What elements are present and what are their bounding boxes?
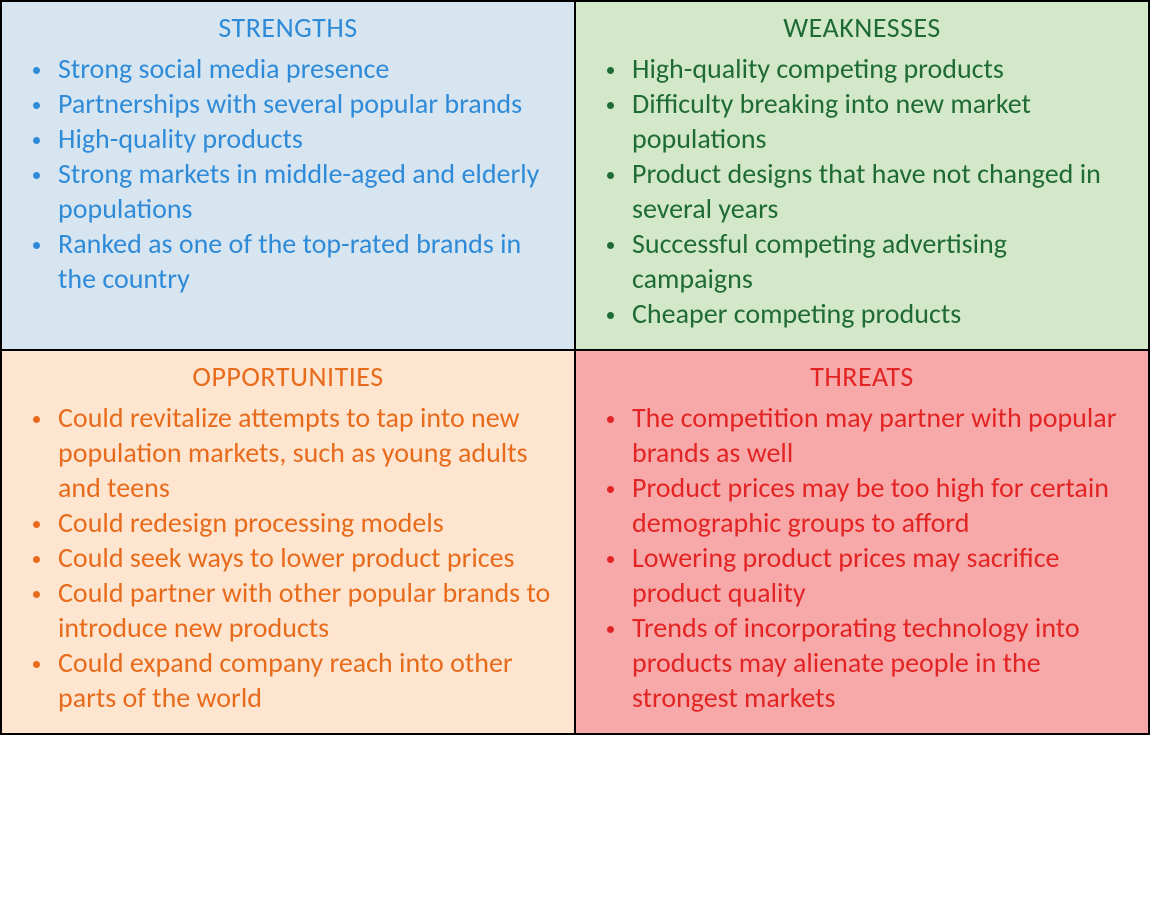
list-item: High-quality products [54, 121, 556, 156]
list-item: Product prices may be too high for certa… [628, 470, 1130, 540]
list-item: Product designs that have not changed in… [628, 156, 1130, 226]
list-item: Could redesign processing models [54, 505, 556, 540]
quadrant-title-weaknesses: WEAKNESSES [594, 10, 1130, 45]
quadrant-threats: THREATS The competition may partner with… [575, 350, 1149, 734]
list-item: Could revitalize attempts to tap into ne… [54, 400, 556, 505]
quadrant-list-opportunities: Could revitalize attempts to tap into ne… [20, 400, 556, 715]
list-item: Trends of incorporating technology into … [628, 610, 1130, 715]
list-item: Could partner with other popular brands … [54, 575, 556, 645]
quadrant-list-threats: The competition may partner with popular… [594, 400, 1130, 715]
quadrant-strengths: STRENGTHS Strong social media presence P… [1, 1, 575, 350]
swot-grid: STRENGTHS Strong social media presence P… [0, 0, 1150, 735]
quadrant-list-strengths: Strong social media presence Partnership… [20, 51, 556, 296]
quadrant-title-strengths: STRENGTHS [20, 10, 556, 45]
list-item: Ranked as one of the top-rated brands in… [54, 226, 556, 296]
list-item: Difficulty breaking into new market popu… [628, 86, 1130, 156]
quadrant-weaknesses: WEAKNESSES High-quality competing produc… [575, 1, 1149, 350]
quadrant-title-threats: THREATS [594, 359, 1130, 394]
quadrant-opportunities: OPPORTUNITIES Could revitalize attempts … [1, 350, 575, 734]
list-item: High-quality competing products [628, 51, 1130, 86]
list-item: Cheaper competing products [628, 296, 1130, 331]
list-item: Successful competing advertising campaig… [628, 226, 1130, 296]
list-item: Strong markets in middle-aged and elderl… [54, 156, 556, 226]
list-item: Partnerships with several popular brands [54, 86, 556, 121]
list-item: Lowering product prices may sacrifice pr… [628, 540, 1130, 610]
list-item: Could seek ways to lower product prices [54, 540, 556, 575]
list-item: The competition may partner with popular… [628, 400, 1130, 470]
list-item: Strong social media presence [54, 51, 556, 86]
quadrant-title-opportunities: OPPORTUNITIES [20, 359, 556, 394]
list-item: Could expand company reach into other pa… [54, 645, 556, 715]
quadrant-list-weaknesses: High-quality competing products Difficul… [594, 51, 1130, 331]
